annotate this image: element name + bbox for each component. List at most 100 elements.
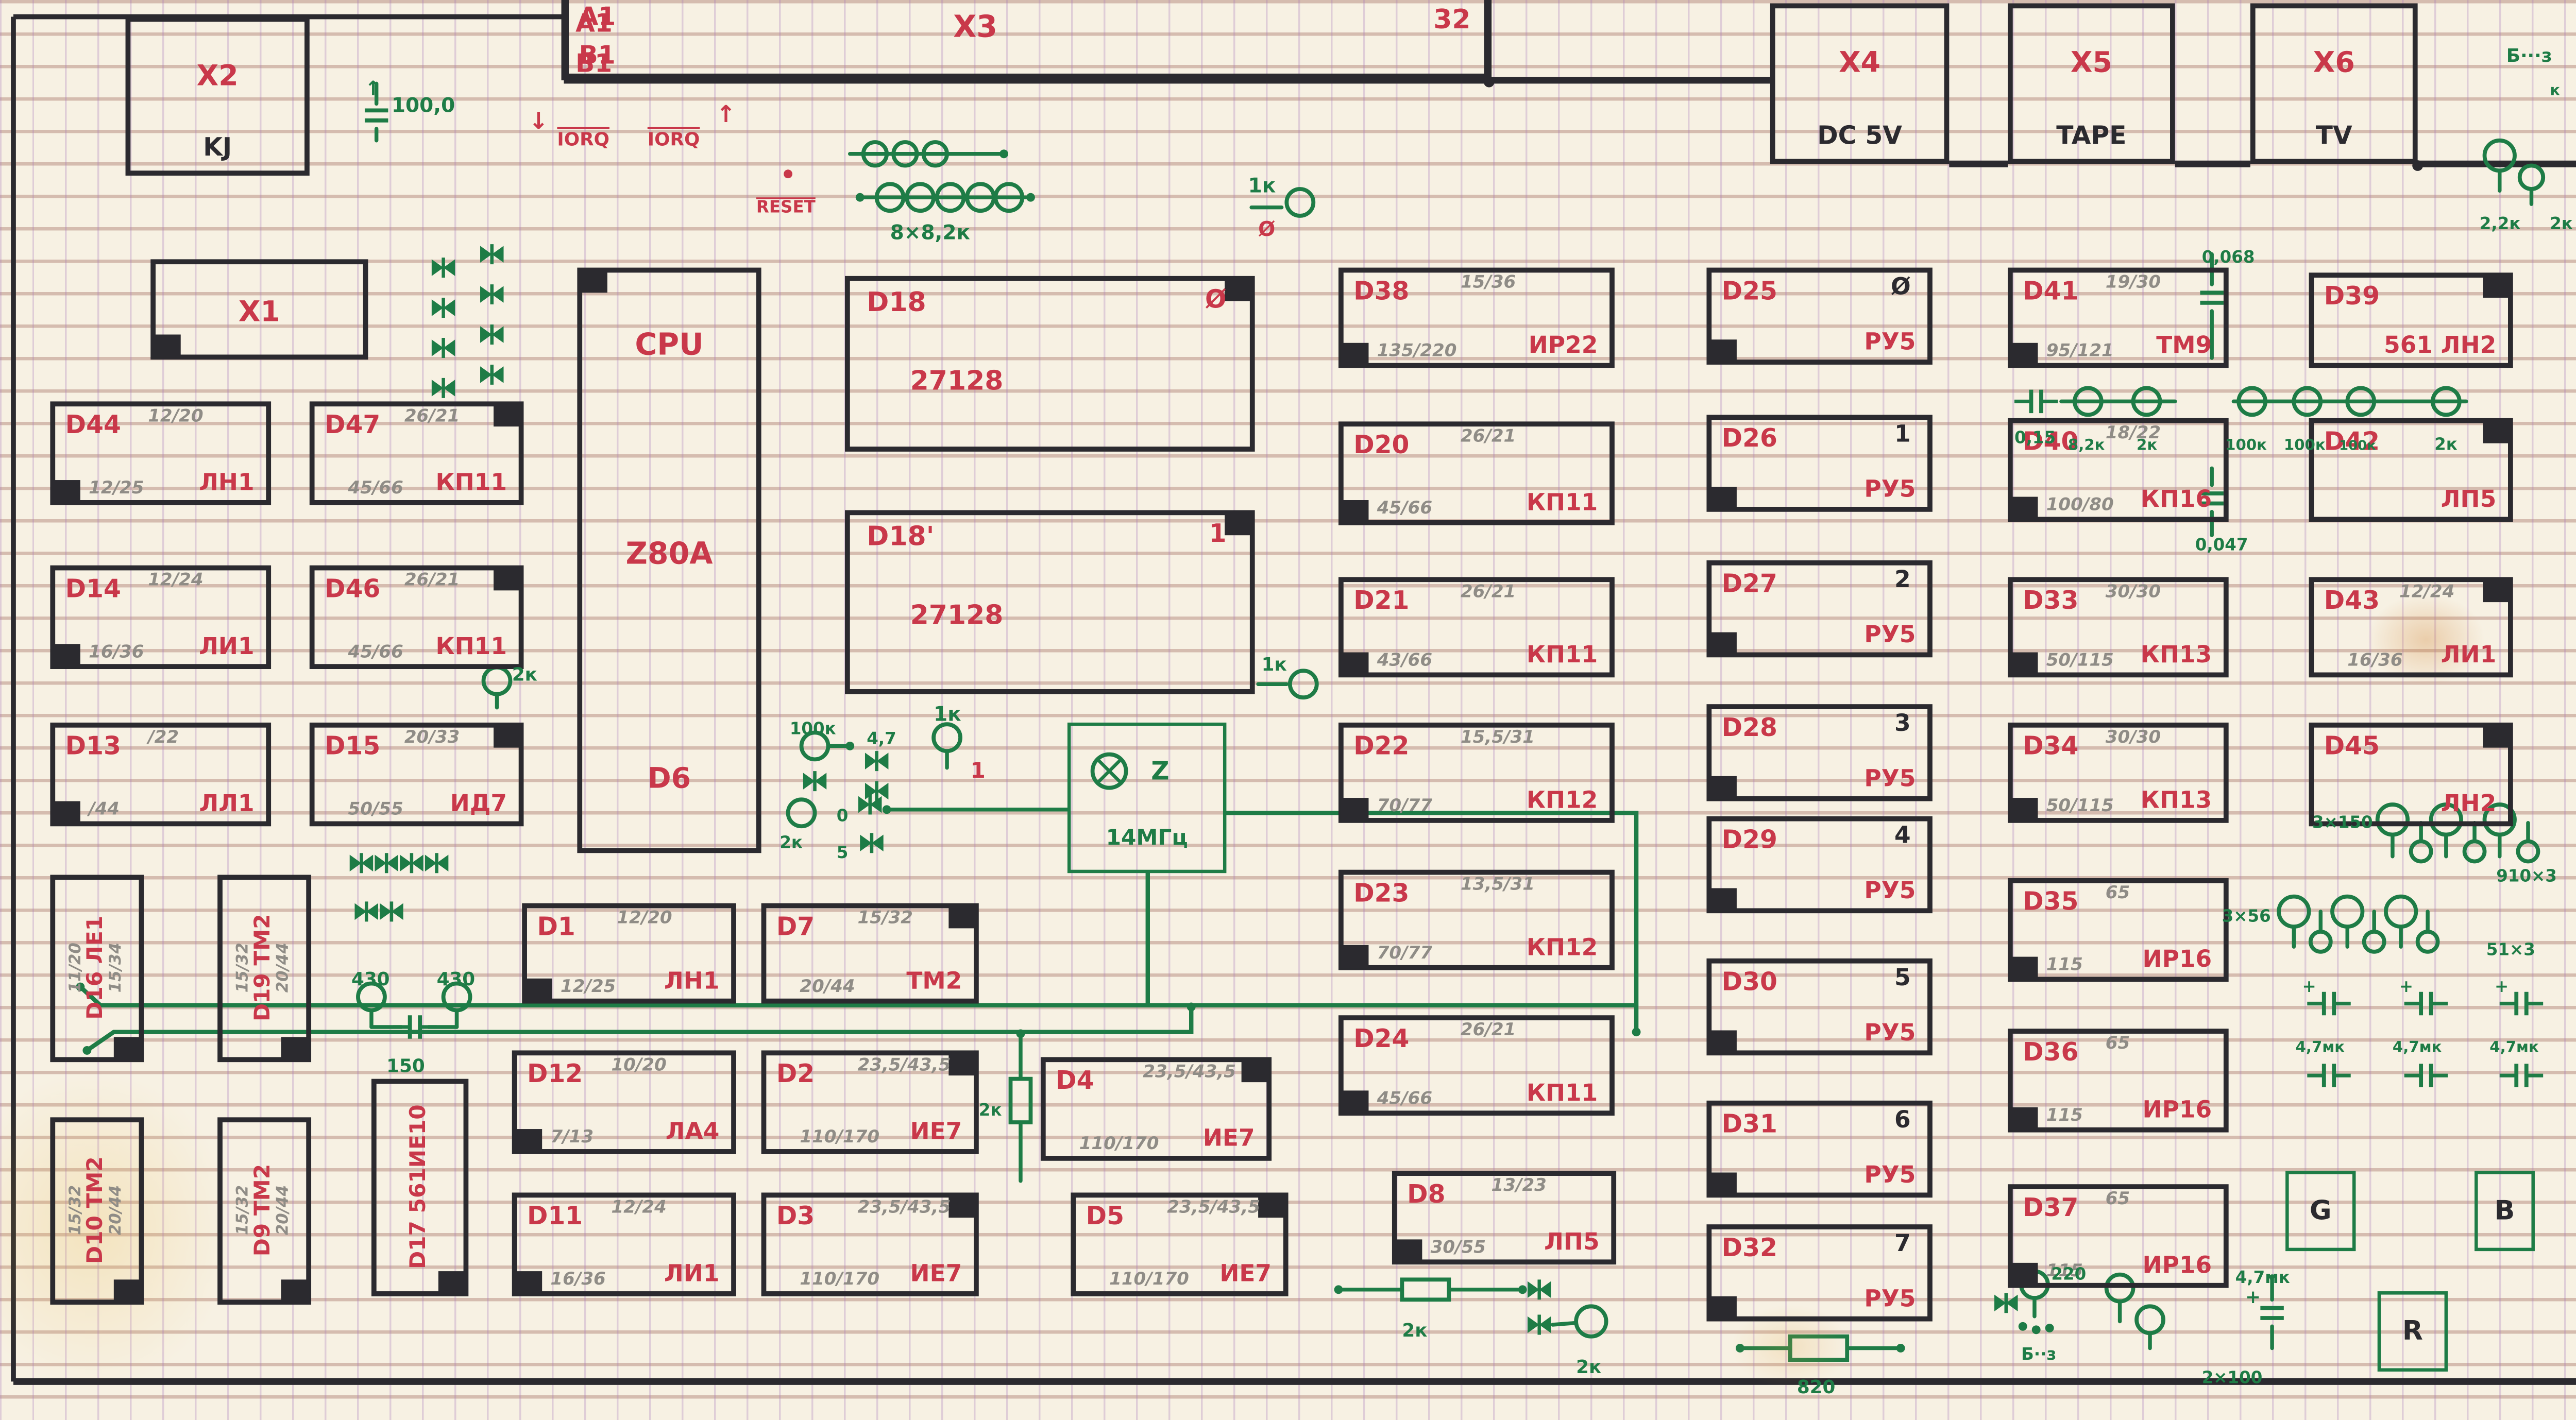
wire-dot [1016, 1029, 1025, 1038]
chip-id-label: D32 [1721, 1233, 1777, 1263]
wire [111, 1004, 1194, 1034]
annotation-green: + [2495, 967, 2509, 999]
annotation-text: 100к [789, 721, 836, 740]
pin-count-bottom: 16/36 [89, 641, 144, 662]
chip-id-label: D18' [867, 520, 935, 552]
pin-count-bottom: 30/55 [1430, 1237, 1486, 1257]
chip-type-label: ИЕ7 [1219, 1261, 1272, 1288]
annotation-text: 820 [1797, 1376, 1836, 1398]
chip-D26: D26 1 РУ5 [1706, 415, 1933, 512]
chip-type-label: ИЕ7 [910, 1261, 962, 1288]
pin-count-bottom: 20/44 [800, 976, 855, 996]
chip-D1: D1 12/20 12/25 ЛН1 [522, 903, 736, 1004]
resistor-pad-circle [2517, 163, 2546, 191]
annotation-green: 430 [437, 960, 476, 992]
chip-D8: D8 13/23 30/55 ЛП5 [1392, 1171, 1617, 1265]
connector-X2: X2 KJ [125, 16, 310, 176]
chip-id-label: D19 ТМ2 [251, 914, 276, 1022]
annotation-green: 1к [1248, 167, 1276, 199]
diode-symbol [480, 246, 492, 263]
annotation-red: RESET [756, 187, 816, 219]
connector-X5: X5 TAPE [2008, 3, 2175, 164]
annotation-text: 910×3 [2496, 868, 2557, 887]
pin1-notch [2009, 1262, 2038, 1287]
annotation-text: 2к [978, 1102, 1002, 1121]
chip-type-label: ЛЛ1 [199, 791, 255, 818]
chip-D32: D32 7 РУ5 [1706, 1224, 1933, 1322]
pin-count-top: 23,5/43,5 [857, 1055, 951, 1076]
resistor-pad-circle [1287, 669, 1319, 700]
diode-symbol [870, 796, 882, 813]
annotation-text: 2×100 [2201, 1370, 2263, 1389]
resistor-pad-circle [921, 140, 949, 168]
pin1-notch [1708, 339, 1737, 363]
annotation-green: 2,2к [2480, 204, 2521, 236]
pin-count-top: 18/22 [2105, 423, 2161, 443]
chip-id-label: D47 [325, 409, 381, 440]
resistor-pad-circle [931, 722, 962, 754]
chip-type-label: КП13 [2140, 642, 2212, 669]
chip-id-label: D38 [1353, 276, 1410, 306]
chip-D28: D28 3 РУ5 [1706, 704, 1933, 801]
resistor-pad-circle [993, 182, 1025, 213]
pin-count-top: 65 [2105, 1189, 2130, 1209]
chip-D38: D38 15/36 135/220 ИР22 [1338, 267, 1615, 368]
pin1-notch [1708, 1296, 1737, 1320]
chip-D20: D20 26/21 45/66 КП11 [1338, 421, 1615, 525]
diode-symbol [871, 834, 884, 851]
chip-type-label: ИР22 [1528, 333, 1598, 360]
pin1-notch [52, 801, 80, 825]
quartz-z-label: Z [1151, 756, 1170, 786]
annotation-text: 2к [2550, 215, 2573, 234]
annotation-green: 1к [934, 696, 961, 728]
wire [1550, 1321, 1577, 1327]
chip-D16: 11/20 D16 ЛЕ1 15/34 [50, 875, 144, 1063]
cpu-model-label: Z80A [625, 537, 713, 572]
chip-type-label: РУ5 [1864, 329, 1916, 356]
chip-D43: D43 12/24 16/36 ЛИ1 [2309, 577, 2513, 678]
annotation-text: 8,2к [2067, 438, 2105, 455]
chip-id-label: D15 [325, 731, 381, 761]
chip-D39: D39 561 ЛН2 [2309, 272, 2513, 368]
pin-count-top: 30/30 [2105, 727, 2161, 748]
pin1-notch [948, 1194, 977, 1218]
resistor-pad-circle [2277, 894, 2311, 929]
chip-id-label: D44 [65, 409, 121, 440]
annotation-green: 2к [779, 823, 803, 855]
annotation-text: 0,047 [2195, 537, 2248, 556]
chip-type-label: 561 ЛН2 [2384, 333, 2497, 360]
cpu-label: CPU [635, 328, 704, 363]
pin-count-top: 19/30 [2105, 272, 2161, 293]
pin1-notch [52, 480, 80, 504]
wire-dot [1187, 1002, 1196, 1012]
chip-D19: 15/32 D19 ТМ2 20/44 [217, 875, 312, 1063]
annotation-text: 100к [2225, 438, 2267, 455]
video-pad-letter: R [2402, 1314, 2423, 1347]
annotation-text: 0,15 [2014, 430, 2056, 449]
chip-badge: 3 [1894, 711, 1911, 738]
pin-count-top: 23,5/43,5 [1167, 1197, 1261, 1218]
pin1-notch [1340, 500, 1369, 524]
pin-count-label: 15/32 [233, 1185, 252, 1236]
annotation-text: 1 [970, 759, 986, 785]
chip-type-label: КП16 [2140, 487, 2212, 514]
connector-id: X4 [1839, 47, 1881, 81]
chip-type-label: РУ5 [1864, 1020, 1916, 1047]
chip-type-label: РУ5 [1864, 1162, 1916, 1189]
chip-type-label: ЛН2 [2441, 791, 2497, 818]
pin-count-top: 23,5/43,5 [857, 1197, 951, 1218]
diode-symbol [876, 752, 889, 769]
resistor-pad-circle [2345, 386, 2377, 417]
resistor-pad-circle [2134, 1304, 2165, 1336]
chip-badge: Ø [1890, 274, 1911, 301]
pin-count-top: 12/20 [148, 406, 204, 427]
annotation-green: 100к [790, 709, 836, 741]
pin-count-top: 65 [2105, 883, 2130, 903]
chip-id-label: D26 [1721, 423, 1777, 454]
annotation-green: ↑ [365, 70, 382, 102]
resistor-pad-circle [2292, 386, 2323, 417]
connector-X1: X1 [150, 259, 368, 360]
video-pad-letter: B [2494, 1194, 2515, 1226]
pin1-notch [494, 724, 522, 748]
chip-id-label: D27 [1721, 569, 1777, 599]
